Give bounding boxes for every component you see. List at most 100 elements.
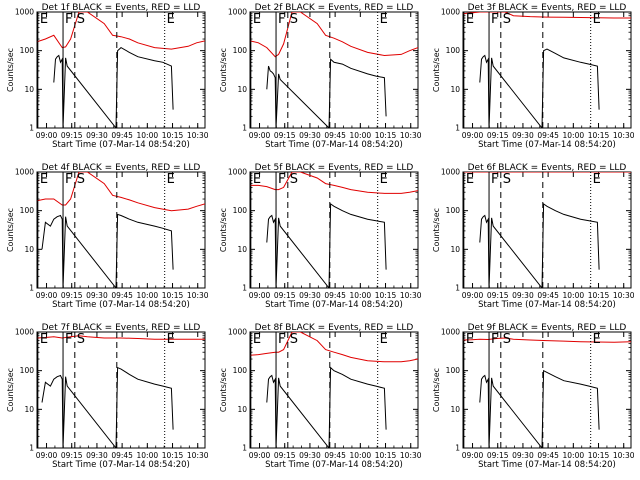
x-tick-label: 10:00 [137, 451, 159, 460]
y-tick-label: 10 [24, 405, 34, 414]
x-axis-title: Start Time (07-Mar-14 08:54:20) [265, 300, 403, 310]
events-series-line [266, 202, 387, 288]
x-axis-title: Start Time (07-Mar-14 08:54:20) [265, 140, 403, 150]
event-marker-label: E [593, 12, 601, 27]
event-marker-label: E [466, 12, 474, 27]
x-tick-label: 10:15 [162, 291, 184, 300]
y-tick-label: 10 [24, 245, 34, 254]
event-marker-label: F [491, 332, 498, 347]
y-tick-label: 100 [20, 366, 35, 375]
y-tick-label: 1000 [228, 8, 247, 17]
x-tick-label: 10:15 [162, 451, 184, 460]
y-tick-label: 10 [450, 245, 460, 254]
x-tick-label: 09:15 [274, 451, 296, 460]
event-marker-label: E [380, 12, 388, 27]
plot-frame [462, 331, 632, 449]
y-tick-label: 100 [233, 206, 248, 215]
event-marker-label: E [40, 332, 48, 347]
x-tick-label: 10:00 [563, 291, 585, 300]
x-tick-label: 10:00 [563, 131, 585, 140]
x-tick-label: 10:15 [588, 451, 610, 460]
x-tick-label: 09:45 [537, 131, 559, 140]
event-marker-label: E [253, 332, 261, 347]
x-tick-label: 09:15 [487, 451, 509, 460]
x-axis-title: Start Time (07-Mar-14 08:54:20) [478, 460, 616, 470]
y-tick-label: 1 [242, 444, 247, 453]
x-tick-label: 09:30 [512, 131, 534, 140]
panel-9: Det 9f BLACK = Events, RED = LLD 1 10 100 10… [432, 323, 635, 470]
event-marker-label: E [40, 172, 48, 187]
y-tick-label: 1 [242, 284, 247, 293]
y-axis-title: Counts/sec [432, 368, 441, 412]
lld-series-line [463, 12, 631, 19]
y-tick-label: 1000 [441, 8, 460, 17]
x-tick-label: 09:45 [537, 451, 559, 460]
events-series-line [53, 46, 174, 128]
x-tick-label: 10:30 [187, 291, 209, 300]
lld-series-line [250, 12, 418, 58]
y-tick-label: 1 [29, 444, 34, 453]
y-tick-label: 100 [446, 366, 461, 375]
x-tick-label: 09:45 [324, 451, 346, 460]
x-axis-title: Start Time (07-Mar-14 08:54:20) [52, 300, 190, 310]
x-axis-title: Start Time (07-Mar-14 08:54:20) [478, 140, 616, 150]
panel-5: Det 5f BLACK = Events, RED = LLD 1 10 100 10… [219, 163, 422, 310]
x-tick-label: 09:30 [299, 451, 321, 460]
x-tick-label: 10:15 [162, 131, 184, 140]
event-marker-label: S [77, 12, 85, 27]
panel-1: Det 1f BLACK = Events, RED = LLD 1 10 100 10… [6, 3, 209, 150]
events-series-line [266, 366, 387, 448]
x-tick-label: 10:00 [350, 291, 372, 300]
plot-frame [249, 171, 419, 289]
x-tick-label: 10:00 [350, 131, 372, 140]
event-marker-label: E [466, 172, 474, 187]
x-tick-label: 10:30 [613, 131, 635, 140]
y-tick-label: 100 [20, 46, 35, 55]
event-marker-label: F [491, 12, 498, 27]
panel-8: Det 8f BLACK = Events, RED = LLD 1 10 100 10… [219, 323, 422, 470]
plot-frame [36, 11, 206, 129]
x-tick-label: 09:45 [324, 131, 346, 140]
x-tick-label: 09:00 [249, 291, 271, 300]
y-axis-title: Counts/sec [6, 368, 15, 412]
x-tick-label: 09:45 [324, 291, 346, 300]
y-tick-label: 10 [450, 85, 460, 94]
event-marker-label: E [167, 332, 175, 347]
event-marker-label: E [167, 172, 175, 187]
y-axis-title: Counts/sec [219, 208, 228, 252]
event-marker-label: S [503, 12, 511, 27]
panel-title: Det 8f BLACK = Events, RED = LLD [255, 323, 414, 333]
x-tick-label: 09:15 [61, 291, 83, 300]
panel-title: Det 9f BLACK = Events, RED = LLD [468, 323, 627, 333]
event-marker-label: F [278, 172, 285, 187]
lld-series-line [250, 172, 418, 194]
x-tick-label: 09:00 [462, 291, 484, 300]
y-axis-title: Counts/sec [219, 368, 228, 412]
panel-3: Det 3f BLACK = Events, RED = LLD 1 10 100 10… [432, 3, 635, 150]
event-marker-label: E [380, 172, 388, 187]
x-tick-label: 10:30 [187, 131, 209, 140]
y-axis-title: Counts/sec [219, 48, 228, 92]
x-tick-label: 09:15 [61, 131, 83, 140]
y-tick-label: 10 [450, 405, 460, 414]
y-tick-label: 10 [237, 245, 247, 254]
y-tick-label: 100 [446, 206, 461, 215]
event-marker-label: E [167, 12, 175, 27]
y-axis-title: Counts/sec [6, 48, 15, 92]
x-tick-label: 09:00 [462, 131, 484, 140]
x-tick-label: 09:30 [86, 131, 108, 140]
x-tick-label: 09:45 [111, 451, 133, 460]
x-tick-label: 09:15 [274, 131, 296, 140]
x-tick-label: 10:15 [375, 131, 397, 140]
event-marker-label: S [290, 332, 298, 347]
panel-7: Det 7f BLACK = Events, RED = LLD 1 10 100 10… [6, 323, 209, 470]
x-tick-label: 09:45 [111, 291, 133, 300]
y-tick-label: 1000 [228, 168, 247, 177]
event-marker-label: S [503, 332, 511, 347]
x-tick-label: 09:30 [86, 451, 108, 460]
event-marker-label: E [40, 12, 48, 27]
x-tick-label: 09:15 [61, 451, 83, 460]
x-tick-label: 10:30 [400, 451, 422, 460]
plot-frame [249, 331, 419, 449]
